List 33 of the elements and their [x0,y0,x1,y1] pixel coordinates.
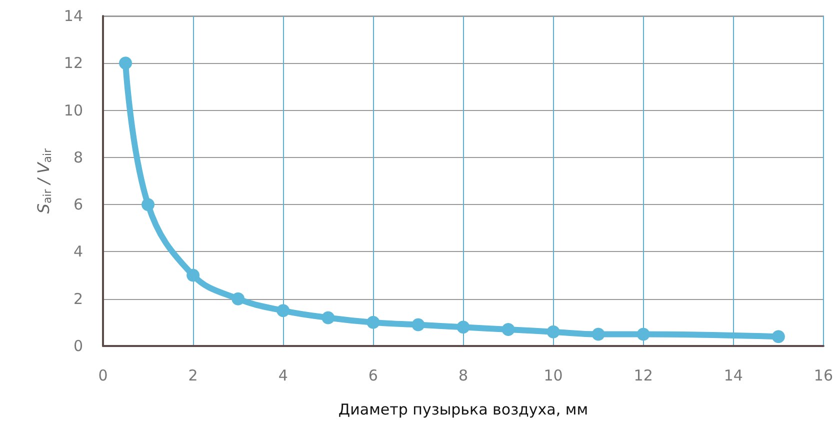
point [412,318,425,332]
y-tick-label: 8 [73,148,83,166]
point [232,292,245,306]
x-tick-label: 4 [278,366,288,384]
y-tick-label: 6 [73,196,83,214]
y-tick-label: 14 [64,7,83,25]
point [772,330,785,344]
point [322,311,335,324]
point [546,325,560,338]
x-axis-title: Диаметр пузырька воздуха, мм [338,400,588,418]
x-tick-label: 16 [814,366,834,384]
point [366,316,380,329]
y-tick-label: 12 [64,54,83,72]
point [142,198,155,212]
y-tick-label: 2 [73,290,83,308]
x-tick-label: 14 [724,366,743,384]
y-axis-title: Sair / Vair [34,148,54,214]
point [592,328,605,341]
point [456,320,470,334]
x-tick-label: 2 [188,366,198,384]
x-tick-label: 10 [544,366,563,384]
x-tick-label: 12 [634,366,653,384]
point [186,268,200,282]
point [276,304,290,318]
y-tick-label: 10 [64,101,83,120]
point [502,323,515,336]
y-tick-label: 0 [73,337,83,355]
x-tick-label: 8 [458,366,468,384]
x-tick-label: 0 [98,366,108,384]
point [119,56,132,70]
x-tick-label: 6 [368,366,378,384]
point [636,328,650,341]
y-tick-label: 4 [73,242,83,261]
